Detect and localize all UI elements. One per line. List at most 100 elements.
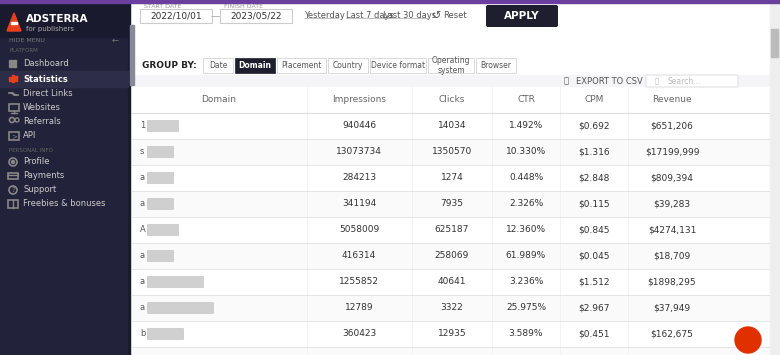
Text: 1350570: 1350570 xyxy=(432,147,472,157)
Text: HIDE MENU: HIDE MENU xyxy=(9,38,45,43)
Text: 341194: 341194 xyxy=(342,200,376,208)
Text: 14034: 14034 xyxy=(438,121,466,131)
FancyBboxPatch shape xyxy=(147,224,179,236)
Text: Placement: Placement xyxy=(281,61,321,70)
Text: Device format: Device format xyxy=(371,61,425,70)
Text: >: > xyxy=(11,133,17,139)
Text: CPM: CPM xyxy=(584,95,604,104)
Text: $37,949: $37,949 xyxy=(654,304,690,312)
FancyBboxPatch shape xyxy=(646,75,738,87)
Text: $0.045: $0.045 xyxy=(578,251,610,261)
Bar xyxy=(132,347,770,355)
Text: $17199,999: $17199,999 xyxy=(645,147,699,157)
Text: Payments: Payments xyxy=(23,171,64,180)
FancyBboxPatch shape xyxy=(486,5,558,27)
Text: 12789: 12789 xyxy=(345,304,374,312)
Text: $4274,131: $4274,131 xyxy=(648,225,697,235)
Text: Reset: Reset xyxy=(443,11,466,21)
Text: API: API xyxy=(23,131,37,141)
Text: $0.845: $0.845 xyxy=(578,225,610,235)
Text: $809,394: $809,394 xyxy=(651,174,693,182)
Text: 3.236%: 3.236% xyxy=(509,278,543,286)
Text: Date: Date xyxy=(209,61,227,70)
Text: 5058009: 5058009 xyxy=(339,225,379,235)
FancyBboxPatch shape xyxy=(147,276,204,288)
Text: Last 7 days: Last 7 days xyxy=(346,11,394,21)
Text: 1274: 1274 xyxy=(441,174,463,182)
Text: 61.989%: 61.989% xyxy=(506,251,546,261)
Text: CTR: CTR xyxy=(517,95,535,104)
Text: PERSONAL INFO: PERSONAL INFO xyxy=(9,147,53,153)
Text: 2.326%: 2.326% xyxy=(509,200,543,208)
Bar xyxy=(132,57,780,75)
Bar xyxy=(132,113,770,139)
Text: ?: ? xyxy=(11,187,15,193)
Text: EXPORT TO CSV: EXPORT TO CSV xyxy=(576,76,643,86)
Bar xyxy=(130,25,134,85)
Text: $18,709: $18,709 xyxy=(654,251,690,261)
Circle shape xyxy=(12,160,15,164)
Text: 13073734: 13073734 xyxy=(336,147,382,157)
Text: s: s xyxy=(140,147,144,157)
FancyBboxPatch shape xyxy=(428,58,474,73)
FancyBboxPatch shape xyxy=(147,328,184,340)
Text: $0.692: $0.692 xyxy=(578,121,610,131)
Text: a: a xyxy=(140,251,145,261)
Bar xyxy=(12,75,14,82)
Text: 1.492%: 1.492% xyxy=(509,121,543,131)
Text: $1898,295: $1898,295 xyxy=(647,278,697,286)
Bar xyxy=(132,87,770,113)
Text: 3322: 3322 xyxy=(441,304,463,312)
Bar xyxy=(132,87,770,355)
Text: Operating
system: Operating system xyxy=(432,56,470,75)
FancyBboxPatch shape xyxy=(220,9,292,23)
Bar xyxy=(132,75,780,87)
Text: 12935: 12935 xyxy=(438,329,466,339)
Text: $162,675: $162,675 xyxy=(651,329,693,339)
Text: Impressions: Impressions xyxy=(332,95,386,104)
Text: ←: ← xyxy=(112,36,119,44)
Text: APPLY: APPLY xyxy=(504,11,540,21)
Text: $39,283: $39,283 xyxy=(654,200,690,208)
Text: for publishers: for publishers xyxy=(26,26,74,32)
Bar xyxy=(8,173,18,179)
Circle shape xyxy=(735,327,761,353)
Text: ADSTERRA: ADSTERRA xyxy=(26,14,88,24)
Text: Referrals: Referrals xyxy=(23,118,61,126)
Text: 360423: 360423 xyxy=(342,329,376,339)
Text: Yesterday: Yesterday xyxy=(304,11,345,21)
Bar xyxy=(771,29,778,57)
Bar xyxy=(132,3,780,57)
Bar xyxy=(0,71,128,87)
Bar xyxy=(13,64,16,67)
Bar xyxy=(9,104,19,111)
Text: Domain: Domain xyxy=(239,61,271,70)
Text: Clicks: Clicks xyxy=(439,95,465,104)
Text: $2.967: $2.967 xyxy=(578,304,610,312)
Text: $0.451: $0.451 xyxy=(578,329,610,339)
Bar xyxy=(0,0,780,3)
Text: 258069: 258069 xyxy=(434,251,470,261)
FancyBboxPatch shape xyxy=(147,172,174,184)
Bar xyxy=(9,77,11,81)
Text: A: A xyxy=(140,225,146,235)
FancyBboxPatch shape xyxy=(147,198,174,210)
Text: Freebies & bonuses: Freebies & bonuses xyxy=(23,200,105,208)
Text: Country: Country xyxy=(333,61,363,70)
Text: a: a xyxy=(140,174,145,182)
Text: 625187: 625187 xyxy=(434,225,470,235)
Text: FINISH DATE: FINISH DATE xyxy=(224,5,263,10)
Text: 284213: 284213 xyxy=(342,174,376,182)
Text: Statistics: Statistics xyxy=(23,75,68,83)
Text: Dashboard: Dashboard xyxy=(23,60,69,69)
Text: $2.848: $2.848 xyxy=(578,174,610,182)
Text: $1.512: $1.512 xyxy=(578,278,610,286)
Bar xyxy=(9,60,12,63)
Bar xyxy=(132,321,770,347)
Text: PLATFORM: PLATFORM xyxy=(9,49,37,54)
Text: Last 30 days: Last 30 days xyxy=(383,11,436,21)
Text: 2023/05/22: 2023/05/22 xyxy=(230,11,282,21)
Text: 10.330%: 10.330% xyxy=(506,147,546,157)
Text: a: a xyxy=(140,200,145,208)
Text: 1: 1 xyxy=(140,121,145,131)
